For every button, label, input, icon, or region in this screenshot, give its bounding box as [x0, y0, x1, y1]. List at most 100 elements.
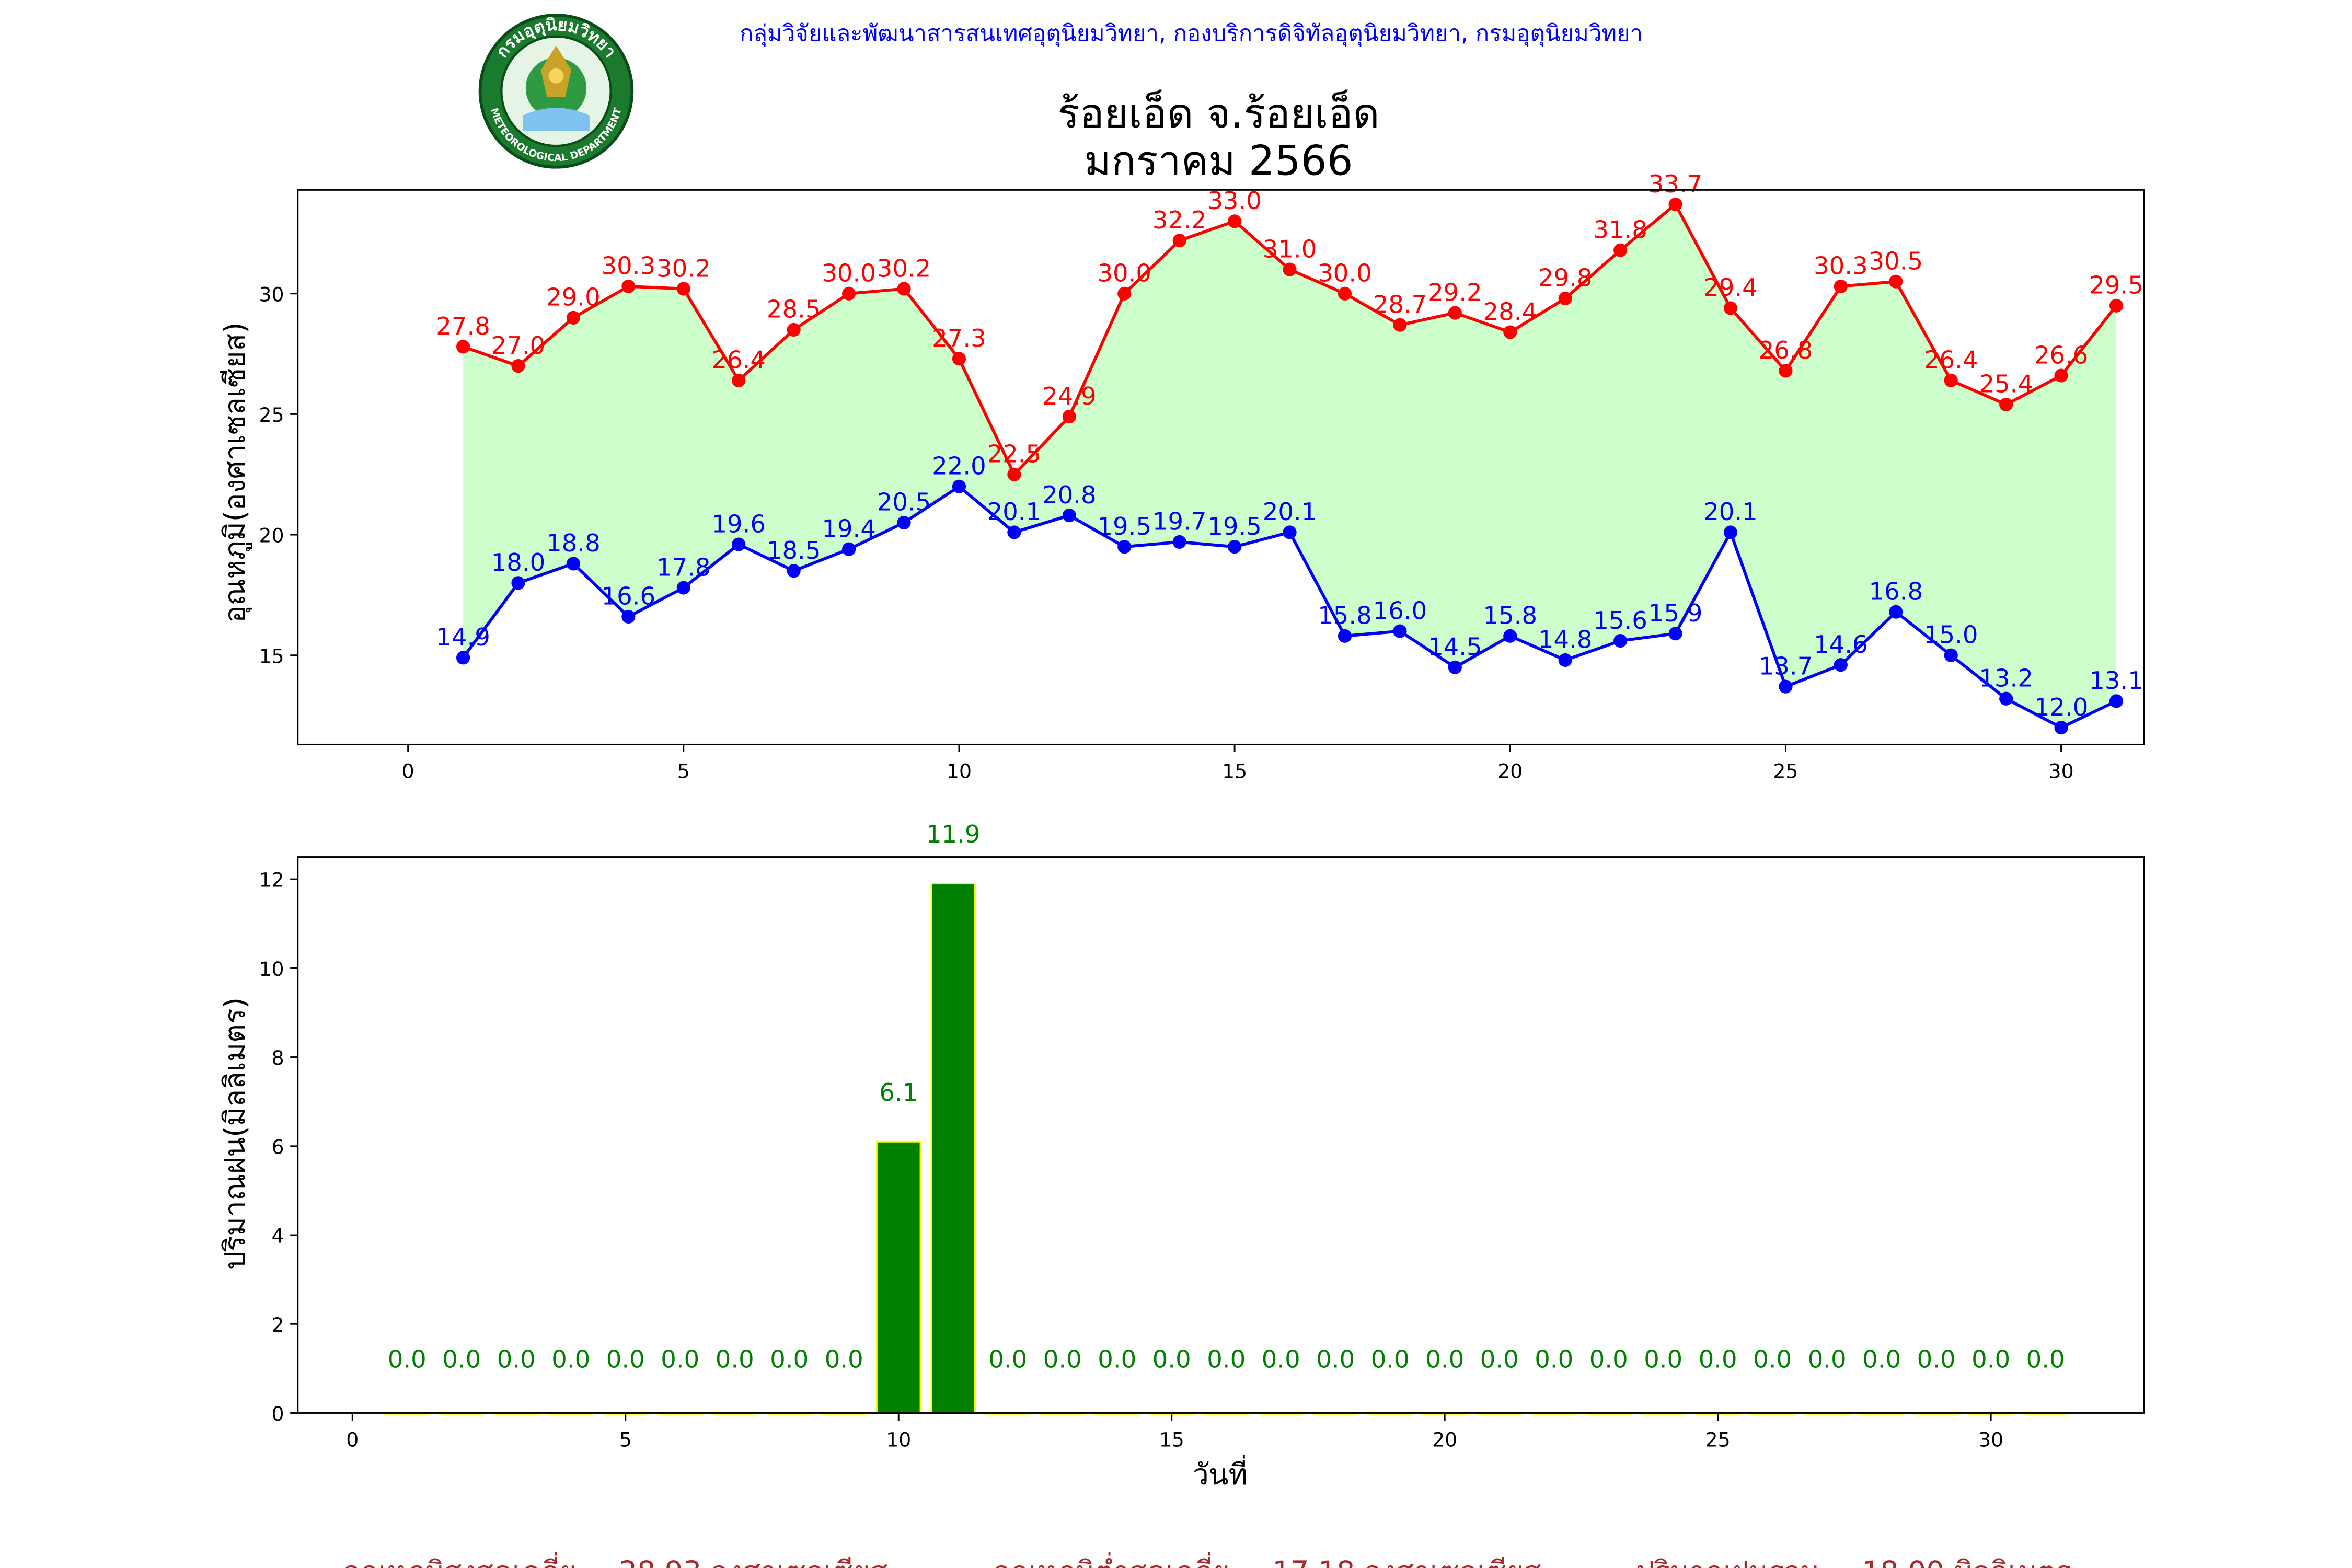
temperature-x-tick-label: 20 — [1497, 759, 1523, 782]
min-temperature-label: 19.5 — [1097, 512, 1151, 540]
max-temperature-label: 26.8 — [1759, 336, 1813, 364]
max-temperature-point — [621, 279, 636, 293]
min-temperature-label: 20.5 — [877, 488, 931, 516]
rainfall-label: 0.0 — [1589, 1345, 1628, 1373]
max-temperature-point — [1779, 364, 1793, 378]
chart-title-month: มกราคม 2566 — [1084, 136, 1353, 185]
rainfall-label: 0.0 — [1371, 1345, 1410, 1373]
temperature-y-axis: 15 20 25 30 — [259, 283, 298, 667]
min-temperature-label: 12.0 — [2034, 693, 2089, 721]
rainfall-label: 0.0 — [770, 1345, 809, 1373]
max-temperature-label: 29.2 — [1428, 278, 1482, 306]
rainfall-y-tick-label: 4 — [272, 1225, 284, 1248]
min-temperature-point — [842, 542, 856, 556]
rainfall-y-tick-label: 0 — [272, 1402, 284, 1425]
max-temperature-label: 30.0 — [1318, 259, 1372, 287]
min-temperature-label: 15.0 — [1924, 620, 1978, 649]
rainfall-label: 0.0 — [442, 1345, 481, 1373]
rainfall-label: 0.0 — [1917, 1345, 1956, 1373]
max-temperature-point — [1834, 279, 1848, 293]
rainfall-label: 0.0 — [1535, 1345, 1573, 1373]
rainfall-x-tick-label: 30 — [1978, 1428, 2003, 1451]
max-temperature-label: 27.3 — [932, 324, 986, 352]
max-temperature-point — [787, 322, 801, 337]
min-temperature-label: 16.8 — [1869, 577, 1923, 605]
min-temperature-point — [1999, 691, 2013, 706]
min-temperature-label: 16.6 — [602, 582, 656, 610]
temperature-plot-frame — [297, 189, 2145, 745]
max-temperature-label: 30.0 — [1097, 259, 1151, 287]
rainfall-y-tick-label: 10 — [259, 958, 284, 981]
rainfall-label: 0.0 — [1644, 1345, 1682, 1373]
chart-title-station: ร้อยเอ็ด จ.ร้อยเอ็ด — [1057, 89, 1379, 137]
min-temperature-point — [1283, 525, 1297, 539]
min-temperature-point — [1062, 509, 1076, 523]
min-temperature-point — [1723, 525, 1738, 539]
min-temperature-label: 18.0 — [491, 548, 546, 577]
min-temperature-point — [1779, 679, 1793, 694]
max-temperature-label: 29.4 — [1703, 273, 1758, 302]
min-temperature-label: 14.5 — [1428, 633, 1482, 661]
temperature-range-fill — [463, 204, 2117, 728]
max-temperature-label: 30.3 — [1814, 252, 1868, 280]
temperature-x-axis: 0 5 10 15 20 25 30 — [402, 744, 2074, 782]
rainfall-label: 0.0 — [1862, 1345, 1901, 1373]
rainfall-label: 6.1 — [879, 1078, 918, 1106]
max-temperature-label: 28.4 — [1483, 297, 1538, 326]
max-temperature-label: 32.2 — [1152, 206, 1207, 234]
min-temperature-label: 15.6 — [1593, 606, 1647, 635]
max-temperature-point — [1062, 409, 1076, 424]
max-temperature-point — [842, 286, 856, 301]
max-temperature-label: 30.2 — [877, 254, 931, 282]
min-temperature-point — [511, 576, 525, 590]
max-temperature-point — [1503, 325, 1517, 339]
min-temperature-label: 13.1 — [2089, 666, 2143, 695]
temperature-x-tick-label: 25 — [1773, 759, 1798, 782]
min-temperature-point — [897, 515, 911, 530]
rainfall-x-tick-label: 5 — [619, 1428, 632, 1451]
min-temperature-label: 19.7 — [1152, 508, 1207, 536]
rainfall-label: 0.0 — [1971, 1345, 2010, 1373]
min-temperature-point — [787, 564, 801, 578]
max-temperature-point — [1448, 306, 1462, 320]
max-temperature-label: 29.0 — [546, 283, 601, 312]
max-temperature-label: 27.0 — [491, 331, 546, 360]
min-temperature-point — [1007, 525, 1021, 539]
rainfall-label: 0.0 — [1043, 1345, 1082, 1373]
rainfall-y-tick-label: 12 — [259, 869, 284, 892]
min-temperature-point — [1834, 658, 1848, 672]
min-temperature-point — [1228, 540, 1242, 554]
min-temperature-label: 14.9 — [436, 623, 490, 651]
rainfall-label: 0.0 — [1480, 1345, 1519, 1373]
temperature-y-label: อุณหภูมิ(องศาเซลเซียส) — [218, 322, 252, 622]
max-temperature-label: 33.0 — [1207, 187, 1262, 215]
summary-avg-max: อุณหภูมิสูงสุดเฉลี่ย = 28.93 องศาเซลเซีย… — [343, 1552, 887, 1568]
rainfall-label: 0.0 — [1425, 1345, 1464, 1373]
rainfall-label: 0.0 — [1152, 1345, 1191, 1373]
min-temperature-point — [2054, 721, 2068, 735]
rainfall-y-label: ปริมาณฝน(มิลลิเมตร) — [218, 997, 252, 1270]
min-temperature-label: 15.8 — [1483, 602, 1538, 630]
max-temperature-point — [1668, 197, 1682, 212]
rainfall-plot-frame — [297, 856, 2145, 1414]
max-temperature-label: 22.5 — [987, 440, 1042, 468]
max-temperature-label: 28.7 — [1373, 290, 1427, 318]
max-temperature-point — [2109, 298, 2124, 313]
min-temperature-label: 15.9 — [1648, 599, 1703, 627]
min-temperature-label: 22.0 — [932, 452, 986, 480]
rainfall-x-tick-label: 20 — [1432, 1428, 1457, 1451]
min-temperature-point — [1117, 540, 1132, 554]
temperature-x-tick-label: 5 — [677, 759, 690, 782]
rainfall-x-tick-label: 0 — [346, 1428, 359, 1451]
max-temperature-point — [897, 282, 911, 296]
max-temperature-point — [511, 359, 525, 373]
temperature-data-labels: 27.8 14.9 27.0 18.0 29.0 18.8 30.3 16.6 30.2 17.8… — [436, 170, 2143, 721]
temperature-y-tick-label: 15 — [259, 644, 284, 667]
max-temperature-label: 30.2 — [656, 254, 711, 282]
min-temperature-label: 16.0 — [1373, 596, 1427, 625]
rainfall-y-tick-label: 6 — [272, 1135, 284, 1158]
min-temperature-point — [1338, 629, 1352, 643]
agency-line: กลุ่มวิจัยและพัฒนาสารสนเทศอุตุนิยมวิทยา,… — [740, 20, 1643, 47]
